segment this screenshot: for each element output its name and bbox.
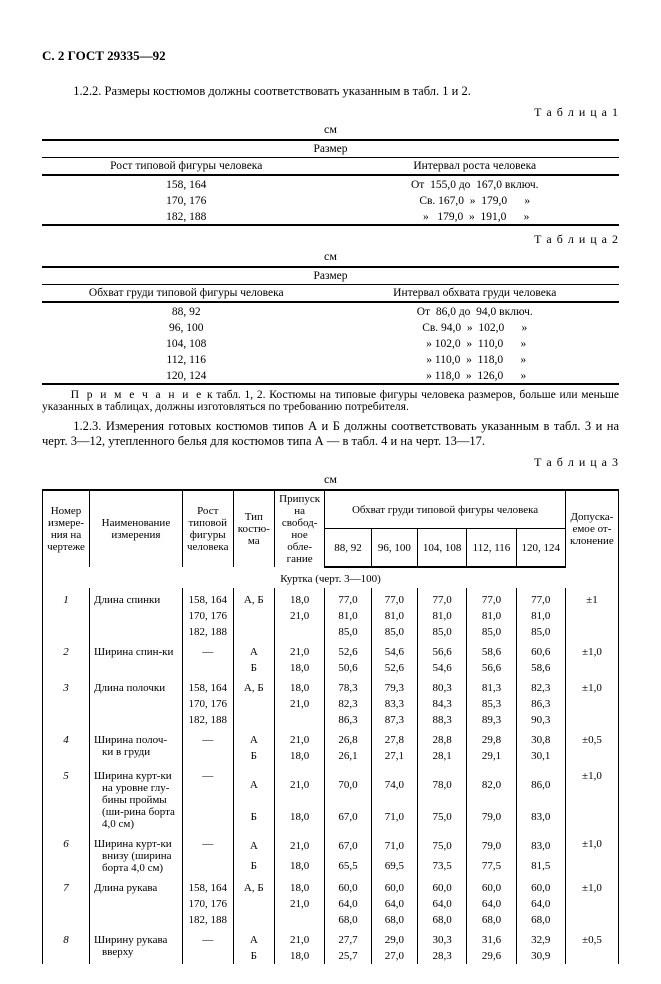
table-row: 4Ширина полоч-ки в груди—А21,026,827,828… [43, 728, 619, 748]
table-row: 7Длина рукава158, 164А, Б18,060,060,060,… [43, 876, 619, 896]
t3-h-type: Тип костю-ма [233, 490, 274, 567]
para-1-2-3: 1.2.3. Измерения готовых костюмов типов … [42, 419, 619, 449]
table-row: 120, 124 [42, 367, 331, 384]
table-2-razmer: Размер [42, 267, 619, 285]
table-row: 88, 92 [42, 302, 331, 319]
table-2-label: Т а б л и ц а 2 [42, 232, 619, 247]
table-row: » 179,0 » 191,0 » [331, 208, 620, 225]
t3-section: Куртка (черт. 3—100) [43, 567, 619, 588]
note-lead: П р и м е ч а н и е [71, 389, 204, 401]
para-1-2-2: 1.2.2. Размеры костюмов должны соответст… [42, 84, 619, 99]
table-row: 96, 100 [42, 319, 331, 335]
table-row: » 110,0 » 118,0 » [331, 351, 620, 367]
t3-h-v0: 88, 92 [325, 529, 371, 568]
t3-h-pri: Припуск на свобод-ное обле-гание [274, 490, 324, 567]
page-header: С. 2 ГОСТ 29335—92 [42, 48, 619, 64]
table-row: 3Длина полочки158, 164А, Б18,078,379,380… [43, 676, 619, 696]
t3-h-v3: 112, 116 [467, 529, 516, 568]
table-row: 8Ширину рукава вверху—А21,027,729,030,33… [43, 928, 619, 948]
table-row: » 102,0 » 110,0 » [331, 335, 620, 351]
table-row: 158, 164 [42, 175, 331, 192]
t3-h-num: Номер измере-ния на чертеже [43, 490, 90, 567]
note-1-2: П р и м е ч а н и е к табл. 1, 2. Костюм… [42, 389, 619, 413]
table-3: Номер измере-ния на чертеже Наименование… [42, 489, 619, 964]
table-row: » 118,0 » 126,0 » [331, 367, 620, 384]
t3-h-name: Наименование измерения [90, 490, 183, 567]
table-row: 182, 188 [42, 208, 331, 225]
table-row: Св. 94,0 » 102,0 » [331, 319, 620, 335]
table-1-unit: см [42, 122, 619, 137]
t3-h-group: Обхват груди типовой фигуры человека [325, 490, 566, 529]
table-2: Размер Обхват груди типовой фигуры челов… [42, 266, 619, 385]
table-1-razmer: Размер [42, 140, 619, 158]
t3-h-tol: Допуска-емое от-клонение [565, 490, 618, 567]
table-2-unit: см [42, 249, 619, 264]
table-1-label: Т а б л и ц а 1 [42, 105, 619, 120]
t3-h-rost: Рост типовой фигуры человека [182, 490, 233, 567]
table-2-col-left: Обхват груди типовой фигуры человека [42, 285, 331, 303]
table-3-unit: см [42, 472, 619, 487]
table-row: От 155,0 до 167,0 включ. [331, 175, 620, 192]
table-1: Размер Рост типовой фигуры человека Инте… [42, 139, 619, 226]
table-1-col-left: Рост типовой фигуры человека [42, 158, 331, 176]
table-row: От 86,0 до 94,0 включ. [331, 302, 620, 319]
t3-h-v1: 96, 100 [371, 529, 417, 568]
table-row: 112, 116 [42, 351, 331, 367]
table-1-col-right: Интервал роста человека [331, 158, 620, 176]
table-row: Св. 167,0 » 179,0 » [331, 192, 620, 208]
t3-h-v4: 120, 124 [516, 529, 565, 568]
table-3-label: Т а б л и ц а 3 [42, 455, 619, 470]
t3-h-v2: 104, 108 [418, 529, 467, 568]
table-row: 170, 176 [42, 192, 331, 208]
table-row: 6Ширина курт-ки внизу (ширина борта 4,0 … [43, 832, 619, 856]
table-row: 1Длина спинки158, 164А, Б18,077,077,077,… [43, 588, 619, 608]
table-row: 2Ширина спин-ки—А21,052,654,656,658,660,… [43, 640, 619, 660]
table-2-col-right: Интервал обхвата груди человека [331, 285, 620, 303]
table-row: 5Ширина курт-ки на уровне глу-бины пройм… [43, 764, 619, 802]
table-row: 104, 108 [42, 335, 331, 351]
